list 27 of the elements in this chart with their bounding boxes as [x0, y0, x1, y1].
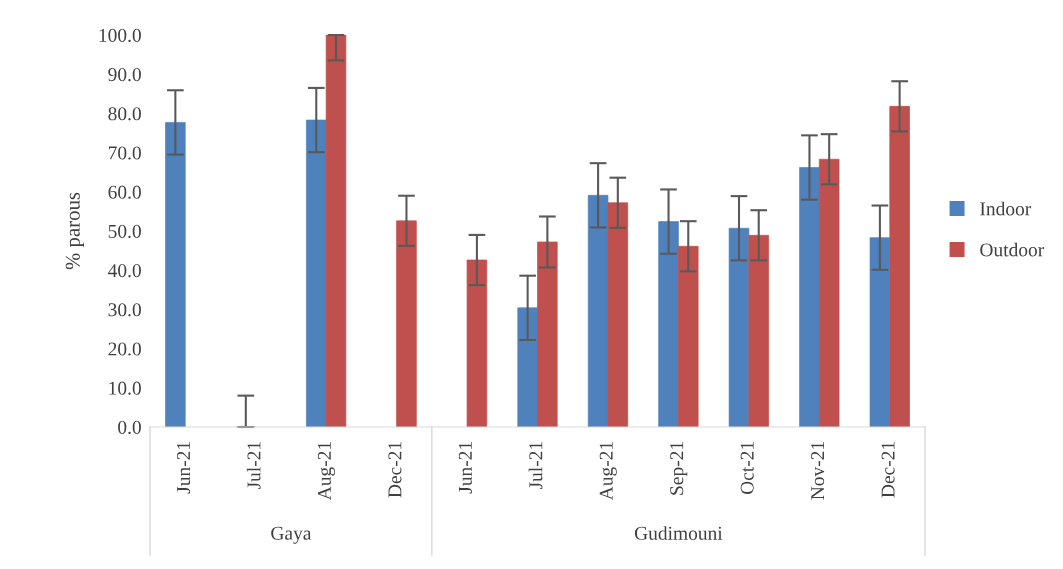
x-tick-label: Jul-21	[528, 442, 543, 490]
x-tick-label: Nov-21	[811, 442, 825, 500]
x-tick-label: Jun-21	[177, 442, 191, 494]
text: Gaya	[271, 526, 312, 544]
y-tick-label: 90.0	[108, 68, 141, 82]
y-tick-label: 70.0	[108, 146, 141, 160]
x-tick-label: Aug-21	[599, 442, 617, 501]
y-tick-label: 60.0	[108, 185, 141, 199]
y-tick-label: 40.0	[108, 264, 141, 278]
y-axis-title: % parous	[65, 192, 85, 270]
legend-label: Indoor	[980, 201, 1032, 216]
y-tick-label: 100.0	[99, 28, 141, 43]
y-tick-label: 30.0	[108, 303, 141, 317]
x-tick-label: Dec-21	[388, 442, 402, 498]
y-tick-label: 50.0	[108, 224, 141, 239]
y-tick-label: 0.0	[118, 420, 141, 435]
y-tick-label: 10.0	[109, 381, 141, 395]
text: Gudimouni	[634, 526, 723, 540]
x-tick-label: Jun-21	[458, 442, 472, 494]
legend-label: Outdoor	[980, 242, 1045, 257]
y-tick-label: 20.0	[108, 342, 141, 356]
x-tick-label: Aug-21	[317, 442, 335, 501]
x-tick-label: Jul-21	[246, 442, 261, 490]
x-tick-label: Dec-21	[881, 442, 895, 498]
x-tick-label: Sep-21	[670, 442, 688, 495]
x-tick-label: Oct-21	[740, 442, 754, 495]
y-tick-label: 80.0	[108, 107, 141, 121]
